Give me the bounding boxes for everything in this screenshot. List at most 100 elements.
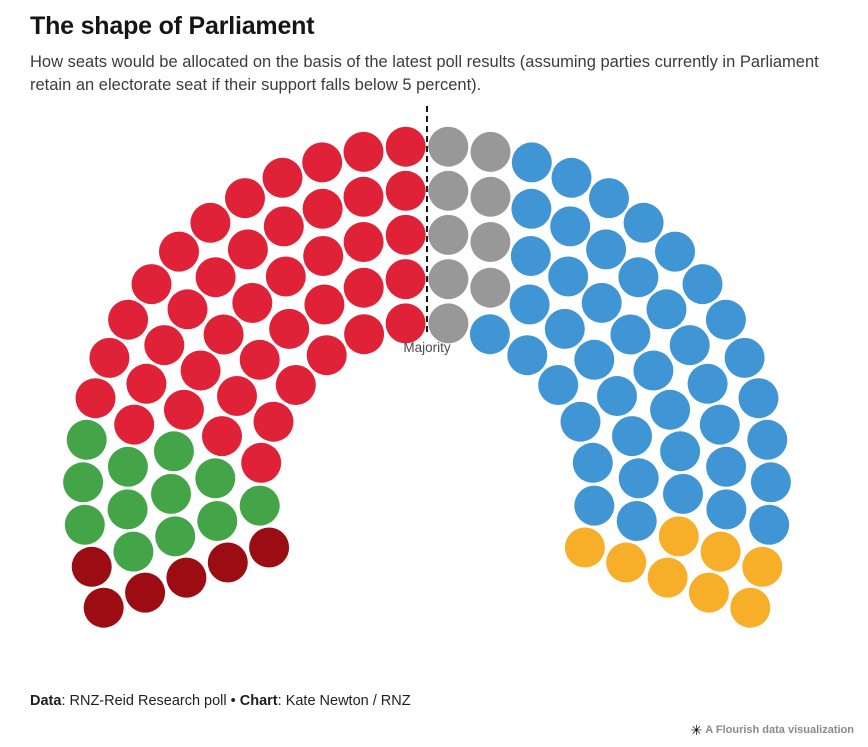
seat-green <box>155 516 196 557</box>
seat-te-pati-maori <box>166 557 207 598</box>
seat-labour <box>385 214 426 255</box>
seat-labour <box>385 126 426 167</box>
seat-labour <box>225 178 265 219</box>
seat-national <box>610 314 651 355</box>
chart-header: The shape of Parliament How seats would … <box>30 12 842 97</box>
seat-nz-first <box>428 214 469 255</box>
seat-national <box>581 282 622 323</box>
seat-green <box>239 485 280 526</box>
seat-national <box>616 501 657 541</box>
seat-nz-first <box>470 131 511 172</box>
seat-labour <box>144 325 185 366</box>
seat-green <box>195 458 236 499</box>
seat-labour <box>217 376 257 416</box>
seat-national <box>572 442 613 483</box>
seat-te-pati-maori <box>249 527 290 568</box>
seat-labour <box>190 202 231 243</box>
seat-national <box>511 142 552 183</box>
seat-green <box>153 431 194 472</box>
seat-labour <box>269 308 310 349</box>
seat-national <box>469 314 510 355</box>
seat-labour <box>114 404 155 445</box>
seat-nz-first <box>470 267 511 308</box>
seat-labour <box>263 206 304 247</box>
seat-national <box>738 378 779 419</box>
seat-labour <box>343 131 384 172</box>
seat-green <box>64 504 105 545</box>
seat-national <box>663 473 703 514</box>
seat-labour <box>180 350 221 391</box>
seat-national <box>618 458 659 499</box>
seat-nz-first <box>428 259 469 300</box>
seat-act <box>658 516 699 557</box>
chart-subtitle: How seats would be allocated on the basi… <box>30 53 819 94</box>
seat-national <box>699 404 740 445</box>
seat-national <box>509 284 550 325</box>
seat-national <box>750 462 791 503</box>
seat-te-pati-maori <box>207 542 248 583</box>
seat-national <box>749 504 790 545</box>
seat-national <box>633 350 674 391</box>
seat-national <box>705 299 746 340</box>
flourish-attribution-text: A Flourish data visualization <box>705 724 854 736</box>
seat-te-pati-maori <box>71 546 112 587</box>
seat-national <box>646 289 687 330</box>
seat-national <box>687 363 728 404</box>
seat-labour <box>253 401 294 442</box>
source-credit: Data: RNZ-Reid Research poll • Chart: Ka… <box>30 693 411 709</box>
seat-green <box>197 501 238 541</box>
seat-labour <box>302 142 343 183</box>
seat-nz-first <box>428 303 469 344</box>
seat-labour <box>385 170 426 211</box>
seat-labour <box>159 231 199 272</box>
seat-green <box>151 473 191 514</box>
seat-act <box>730 587 771 628</box>
seat-labour <box>227 229 268 270</box>
seat-national <box>682 264 723 305</box>
seat-national <box>507 335 548 376</box>
seat-labour <box>239 339 280 380</box>
seat-green <box>107 446 148 487</box>
seat-labour <box>385 259 426 300</box>
seat-national <box>550 206 591 247</box>
seat-labour <box>302 188 343 229</box>
seat-labour <box>89 337 130 378</box>
seat-national <box>660 431 701 472</box>
chart-label: Chart <box>239 693 278 709</box>
seat-te-pati-maori <box>83 587 124 628</box>
seat-nz-first <box>428 126 469 167</box>
seat-green <box>63 462 104 503</box>
seat-act <box>700 531 741 572</box>
seat-national <box>655 231 695 272</box>
seat-labour <box>195 257 236 298</box>
seats-group <box>63 126 791 628</box>
seat-labour <box>262 157 303 198</box>
seat-national <box>612 416 652 457</box>
data-text: : RNZ-Reid Research poll • <box>61 693 240 709</box>
seat-national <box>597 376 637 416</box>
seat-labour <box>108 299 149 340</box>
seat-labour <box>75 378 116 419</box>
seat-national <box>511 188 552 229</box>
seat-act <box>606 542 647 583</box>
seat-national <box>650 389 691 430</box>
seat-national <box>669 325 710 366</box>
seat-act <box>742 546 783 587</box>
seat-national <box>747 419 788 460</box>
seat-national <box>589 178 629 219</box>
seat-national <box>623 202 664 243</box>
seat-green <box>66 419 107 460</box>
seat-national <box>510 236 551 276</box>
seat-nz-first <box>428 170 469 211</box>
flourish-attribution-link[interactable]: ✳ A Flourish data visualization <box>691 723 854 737</box>
seat-labour <box>232 282 273 323</box>
seat-national <box>548 256 589 297</box>
seat-nz-first <box>470 176 511 217</box>
seat-nz-first <box>470 222 511 262</box>
seat-labour <box>275 365 316 405</box>
seat-green <box>107 489 148 530</box>
seat-labour <box>126 363 167 404</box>
flourish-logo-icon: ✳ <box>690 722 703 738</box>
